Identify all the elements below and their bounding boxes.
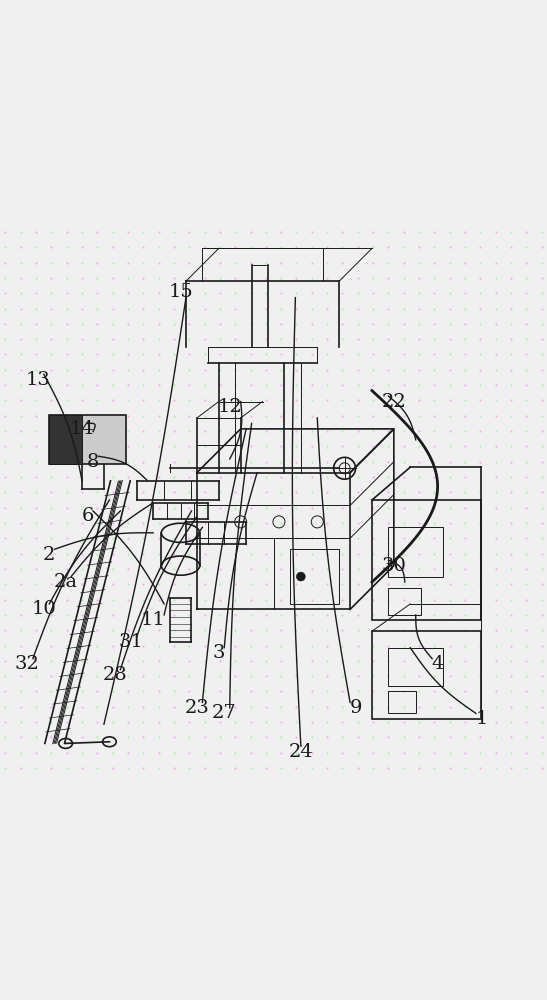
Bar (388, 648, 443, 686)
Text: 30: 30 (381, 557, 406, 575)
Bar (388, 527, 443, 577)
Bar (388, 691, 416, 713)
Text: 10: 10 (31, 600, 56, 618)
Text: 9: 9 (350, 699, 362, 717)
Text: 1: 1 (475, 710, 487, 728)
Bar (290, 549, 339, 604)
Circle shape (296, 572, 305, 581)
Text: 23: 23 (184, 699, 210, 717)
Text: 15: 15 (168, 283, 193, 301)
Text: 28: 28 (102, 666, 127, 684)
Text: 13: 13 (26, 371, 51, 389)
Text: 4: 4 (432, 655, 444, 673)
Text: 31: 31 (119, 633, 144, 651)
Text: 3: 3 (213, 644, 225, 662)
Text: 24: 24 (288, 743, 313, 761)
Bar (49, 415, 82, 464)
Text: 2: 2 (43, 546, 55, 564)
Text: 2a: 2a (54, 573, 78, 591)
Text: 8: 8 (87, 453, 99, 471)
Text: 11: 11 (141, 611, 166, 629)
Text: 32: 32 (15, 655, 40, 673)
Bar (372, 631, 481, 719)
Bar (388, 588, 421, 615)
Text: 6: 6 (82, 507, 94, 525)
Bar (49, 415, 126, 464)
Text: 22: 22 (381, 393, 406, 411)
Text: 27: 27 (212, 704, 237, 722)
Text: 12: 12 (217, 398, 242, 416)
Bar (372, 500, 481, 620)
Text: 14: 14 (69, 420, 95, 438)
